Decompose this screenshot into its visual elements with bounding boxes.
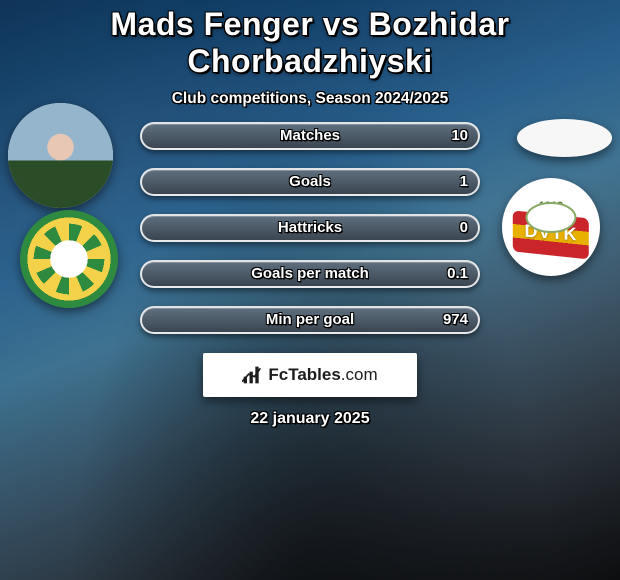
stat-label: Matches xyxy=(280,127,340,144)
brand-badge[interactable]: FcTables.com xyxy=(203,353,417,397)
stats-list: Matches 10 Goals 1 Hattricks 0 Goals per… xyxy=(140,122,480,334)
stat-right-value: 1 xyxy=(460,173,468,190)
comparison-card: Mads Fenger vs Bozhidar Chorbadzhiyski C… xyxy=(0,0,620,580)
player-avatar-right xyxy=(517,119,612,157)
club-crest-right: 1910 DVTK xyxy=(502,178,600,276)
stat-row-matches: Matches 10 xyxy=(140,122,480,150)
stat-right-value: 974 xyxy=(443,311,468,328)
crest-year-right: 1910 xyxy=(539,200,563,212)
bar-chart-icon xyxy=(242,365,262,385)
brand-text: FcTables.com xyxy=(268,365,377,385)
brand-name: FcTables xyxy=(268,365,340,384)
stat-right-value: 10 xyxy=(451,127,468,144)
avatar-placeholder-left xyxy=(8,103,113,208)
stat-right-value: 0 xyxy=(460,219,468,236)
stat-right-value: 0.1 xyxy=(447,265,468,282)
stat-label: Hattricks xyxy=(278,219,342,236)
stat-row-goals: Goals 1 xyxy=(140,168,480,196)
crest-text-right: DVTK xyxy=(525,221,578,246)
stat-row-min-per-goal: Min per goal 974 xyxy=(140,306,480,334)
date-text: 22 january 2025 xyxy=(250,410,369,428)
brand-suffix: .com xyxy=(341,365,378,384)
club-crest-left xyxy=(20,210,118,308)
stat-row-hattricks: Hattricks 0 xyxy=(140,214,480,242)
stat-label: Goals per match xyxy=(251,265,369,282)
stat-label: Min per goal xyxy=(266,311,354,328)
page-title: Mads Fenger vs Bozhidar Chorbadzhiyski xyxy=(0,0,620,80)
stat-label: Goals xyxy=(289,173,331,190)
player-avatar-left xyxy=(8,103,113,208)
stat-row-goals-per-match: Goals per match 0.1 xyxy=(140,260,480,288)
